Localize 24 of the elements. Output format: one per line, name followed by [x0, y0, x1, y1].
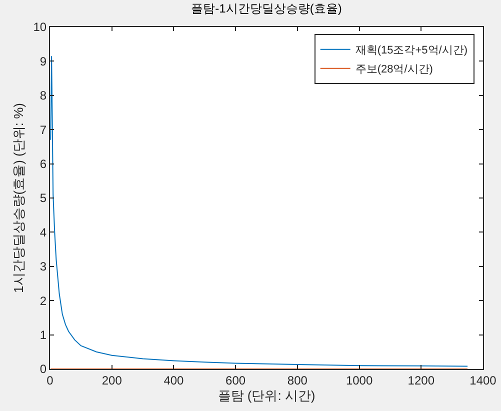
x-tick-label: 1000	[346, 373, 373, 388]
x-tick-label: 400	[164, 373, 184, 388]
x-tick-label: 1200	[408, 373, 435, 388]
y-tick-label: 9	[40, 54, 47, 68]
chart-title: 플탐-1시간당딜상승량(효율)	[191, 2, 342, 16]
x-axis-title: 플탐 (단위: 시간)	[218, 388, 316, 403]
y-tick-label: 2	[40, 294, 47, 308]
y-tick-label: 4	[40, 225, 47, 240]
y-tick-label: 0	[40, 362, 47, 376]
y-tick-label: 7	[40, 122, 47, 137]
legend-label: 주보(28억/시간)	[355, 64, 433, 76]
line-series	[50, 56, 468, 367]
x-tick-label: 200	[102, 373, 122, 388]
x-tick-label: 1400	[470, 373, 497, 388]
y-tick-label: 6	[40, 157, 47, 171]
y-tick-label: 10	[33, 20, 47, 34]
x-tick-label: 600	[226, 373, 246, 388]
y-tick-label: 3	[40, 260, 47, 274]
x-tick-label: 800	[287, 373, 308, 388]
legend-label: 재획(15조각+5억/시간)	[355, 44, 468, 57]
y-axis-title: 1시간당딜상승량(효율) (단위: %)	[11, 103, 26, 293]
y-tick-label: 5	[40, 191, 47, 206]
y-tick-label: 1	[40, 328, 47, 342]
y-tick-label: 8	[40, 88, 47, 103]
